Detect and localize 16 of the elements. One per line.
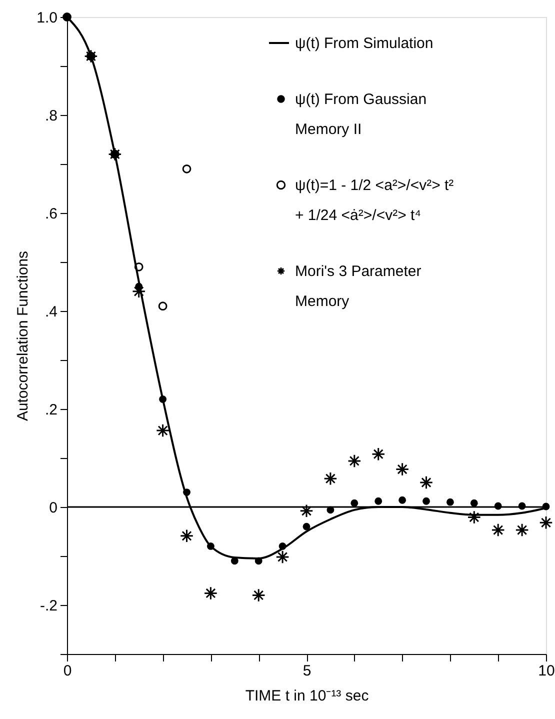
legend-label: ψ(t) From Simulation <box>295 35 434 52</box>
y-tick-label: .2 <box>44 402 58 418</box>
legend-label: ψ(t)=1 - 1/2 <a²>/<v²> t² + 1/24 <ȧ²>/<v²> t⁴ <box>295 177 454 224</box>
x-tick-label: 5 <box>302 662 312 680</box>
y-tick-label: .8 <box>44 108 58 124</box>
y-tick-label: .6 <box>44 206 58 222</box>
y-tick-label: 0 <box>49 500 58 516</box>
legend-label: Mori's 3 Parameter Memory <box>295 263 422 310</box>
x-axis-title: TIME t in 10⁻¹³ sec <box>245 688 370 704</box>
x-tick-label: 10 <box>538 662 555 680</box>
y-tick-label: 1.0 <box>36 10 58 26</box>
y-axis-title: Autocorrelation Functions <box>14 250 32 422</box>
y-tick-label: .4 <box>44 304 58 320</box>
x-tick-label: 0 <box>63 662 72 680</box>
y-tick-label: -.2 <box>40 598 58 614</box>
legend-label: ψ(t) From Gaussian Memory II <box>295 91 427 138</box>
